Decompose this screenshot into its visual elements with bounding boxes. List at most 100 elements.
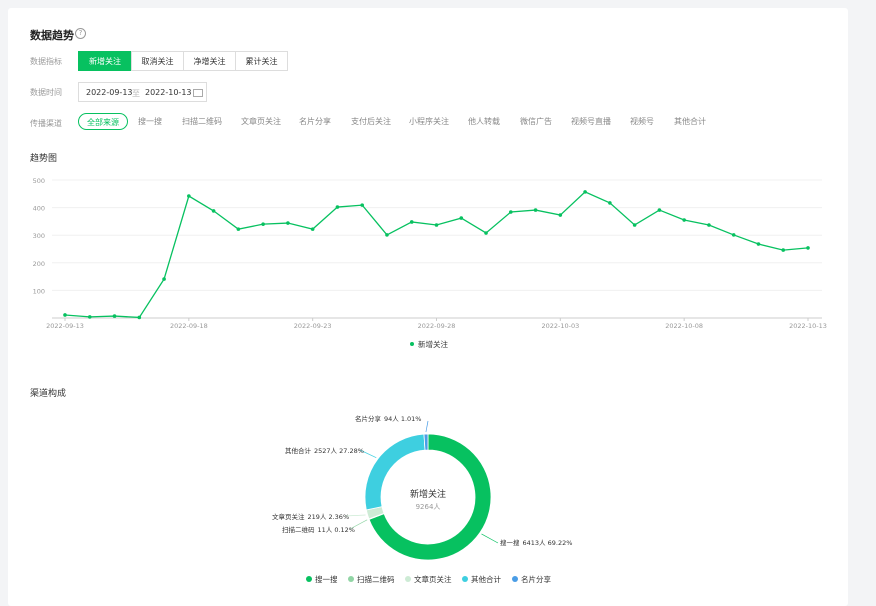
point	[657, 208, 662, 212]
point	[806, 246, 810, 250]
calendar-icon	[193, 89, 203, 97]
point	[112, 314, 117, 318]
channel-pill[interactable]: 其他合计	[674, 117, 706, 126]
channel-pill[interactable]: 扫描二维码	[182, 117, 222, 126]
legend-label: 名片分享	[521, 574, 551, 584]
y-tick-label: 300	[33, 232, 45, 240]
card	[8, 8, 848, 606]
point	[360, 203, 365, 207]
slice-value: 11人 0.12%	[318, 526, 356, 534]
point	[459, 216, 464, 220]
center-label: 新增关注	[410, 488, 446, 500]
slice-label: 搜一搜 6413人 69.22%	[500, 538, 572, 547]
segment-button[interactable]: 净增关注	[183, 51, 236, 71]
pie-slice	[368, 433, 492, 561]
point	[583, 190, 587, 194]
line	[64, 191, 809, 319]
slice-label: 文章页关注 219人 2.36%	[272, 512, 349, 521]
channel-pill[interactable]: 视频号直播	[571, 117, 611, 126]
point	[632, 223, 637, 227]
slice-category: 扫描二维码	[282, 525, 315, 534]
legend-marker	[405, 576, 411, 582]
point	[509, 210, 513, 214]
point	[63, 313, 67, 317]
channel-pill[interactable]: 微信广告	[520, 117, 552, 126]
point	[310, 227, 315, 231]
point	[707, 223, 711, 227]
point	[434, 223, 439, 227]
slice-value: 94人 1.01%	[384, 415, 422, 423]
point	[385, 233, 389, 237]
legend-label: 文章页关注	[414, 574, 452, 584]
filter-label: 传播渠道	[30, 119, 62, 128]
legend-marker	[348, 576, 354, 582]
center-value: 9264人	[416, 503, 441, 511]
date-input[interactable]: 2022-09-13 至 2022-10-13	[78, 82, 207, 102]
legend-label: 搜一搜	[315, 574, 338, 584]
filter-label: 数据时间	[30, 88, 62, 97]
y-tick-label: 200	[33, 260, 45, 268]
leader-line	[481, 533, 499, 544]
segment-button[interactable]: 新增关注	[78, 51, 132, 71]
point	[731, 233, 736, 237]
section-title: 渠道构成	[30, 387, 66, 399]
channel-pill[interactable]: 名片分享	[299, 117, 331, 126]
x-tick-label: 2022-10-03	[541, 322, 579, 330]
point	[756, 242, 761, 246]
channel-pill[interactable]: 全部来源	[78, 113, 128, 130]
point	[409, 220, 414, 224]
point	[211, 209, 216, 213]
legend-label: 其他合计	[471, 574, 501, 584]
slice-value: 6413人 69.22%	[523, 539, 573, 547]
y-tick-label: 500	[33, 177, 45, 185]
segment-button[interactable]: 取消关注	[131, 51, 184, 71]
legend-label: 新增关注	[418, 339, 448, 349]
x-tick-label: 2022-09-28	[418, 322, 456, 330]
slice-category: 其他合计	[285, 446, 312, 455]
channel-pill[interactable]: 搜一搜	[138, 117, 162, 126]
legend-marker	[306, 576, 312, 582]
page-title: 数据趋势	[30, 29, 74, 42]
point	[137, 315, 142, 320]
slice-label: 名片分享 94人 1.01%	[355, 414, 422, 423]
y-tick-label: 100	[33, 287, 45, 295]
legend-marker	[410, 342, 414, 346]
date-end: 2022-10-13	[145, 88, 192, 97]
slice-category: 名片分享	[355, 414, 382, 423]
segment-button[interactable]: 累计关注	[235, 51, 288, 71]
point	[236, 227, 241, 231]
point	[533, 208, 538, 212]
channel-pill[interactable]: 支付后关注	[351, 117, 391, 126]
legend-label: 扫描二维码	[357, 574, 395, 584]
slice-value: 219人 2.36%	[308, 513, 350, 521]
slice-category: 搜一搜	[500, 538, 520, 547]
x-tick-label: 2022-10-08	[665, 322, 703, 330]
point	[781, 248, 786, 252]
point	[87, 315, 92, 319]
point	[187, 194, 191, 198]
point	[608, 201, 612, 205]
point	[162, 277, 166, 281]
x-tick-label: 2022-09-13	[46, 322, 84, 330]
channel-pill[interactable]: 文章页关注	[241, 117, 281, 126]
channel-pill[interactable]: 视频号	[630, 117, 654, 126]
slice-label: 其他合计 2527人 27.28%	[285, 446, 364, 455]
channel-pill[interactable]: 小程序关注	[409, 117, 449, 126]
point	[558, 213, 563, 217]
x-tick-label: 2022-09-18	[170, 322, 208, 330]
date-separator: 至	[132, 89, 140, 98]
y-tick-label: 400	[33, 205, 45, 213]
point	[335, 205, 340, 209]
slice-value: 2527人 27.28%	[314, 447, 364, 455]
point	[261, 222, 265, 226]
date-start: 2022-09-13	[86, 88, 133, 97]
legend-marker	[462, 576, 468, 582]
point	[484, 231, 488, 235]
channel-pill[interactable]: 他人转载	[468, 117, 500, 126]
point	[682, 218, 686, 222]
leader-line	[425, 420, 429, 433]
help-icon[interactable]: ?	[75, 28, 86, 39]
slice-label: 扫描二维码 11人 0.12%	[282, 525, 355, 534]
